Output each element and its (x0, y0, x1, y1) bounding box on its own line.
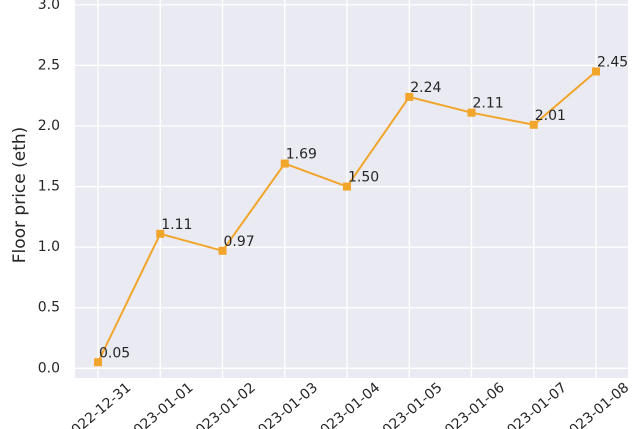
x-tick-label: 2023-01-04 (311, 380, 384, 429)
x-tick-label: 2023-01-01 (124, 380, 197, 429)
marker (467, 108, 476, 117)
marker (529, 120, 538, 129)
data-label: 1.50 (348, 170, 379, 186)
y-tick-label: 1.5 (38, 179, 60, 195)
x-tick-label: 2023-01-02 (186, 380, 259, 429)
y-tick-label: 2.0 (38, 118, 60, 134)
marker (343, 182, 351, 191)
data-label: 2.01 (535, 108, 566, 124)
data-label: 2.45 (597, 54, 628, 70)
plot-area (75, 0, 628, 378)
data-label: 0.05 (99, 345, 130, 361)
y-tick-label: 3.0 (38, 0, 60, 13)
data-label: 2.24 (410, 80, 441, 96)
marker (218, 246, 227, 255)
marker (156, 229, 165, 238)
x-tick-label: 2022-12-31 (62, 380, 135, 429)
data-label: 2.11 (473, 96, 504, 112)
x-tick-label: 2023-01-07 (497, 380, 570, 429)
x-tick-label: 2023-01-08 (560, 380, 633, 429)
data-label: 1.69 (286, 147, 317, 163)
y-tick-label: 1.0 (38, 239, 60, 255)
y-axis-label: Floor price (eth) (10, 127, 30, 264)
data-label: 0.97 (224, 234, 255, 250)
marker (405, 92, 414, 101)
x-tick-label: 2023-01-05 (373, 380, 446, 429)
marker (592, 67, 600, 76)
data-label: 1.11 (161, 217, 192, 233)
y-tick-label: 0.0 (38, 360, 60, 376)
x-tick-label: 2023-01-03 (248, 380, 321, 429)
y-tick-label: 0.5 (38, 300, 60, 316)
marker (280, 159, 289, 168)
marker (94, 358, 102, 367)
x-tick-label: 2023-01-06 (435, 380, 508, 429)
y-tick-label: 2.5 (38, 57, 60, 73)
